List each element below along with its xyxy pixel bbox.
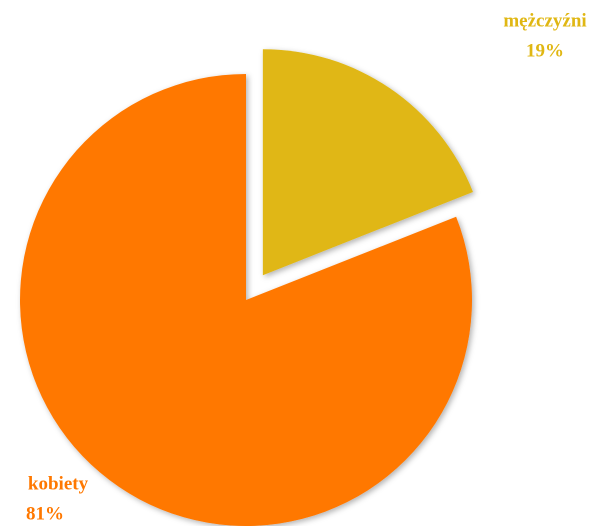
slice-label: kobiety	[28, 473, 89, 494]
pie-slice	[262, 49, 473, 276]
slice-value-label: 81%	[26, 503, 64, 524]
slice-label: mężczyźni	[503, 10, 586, 31]
pie-slice	[20, 74, 472, 526]
slice-value-label: 19%	[526, 40, 564, 61]
